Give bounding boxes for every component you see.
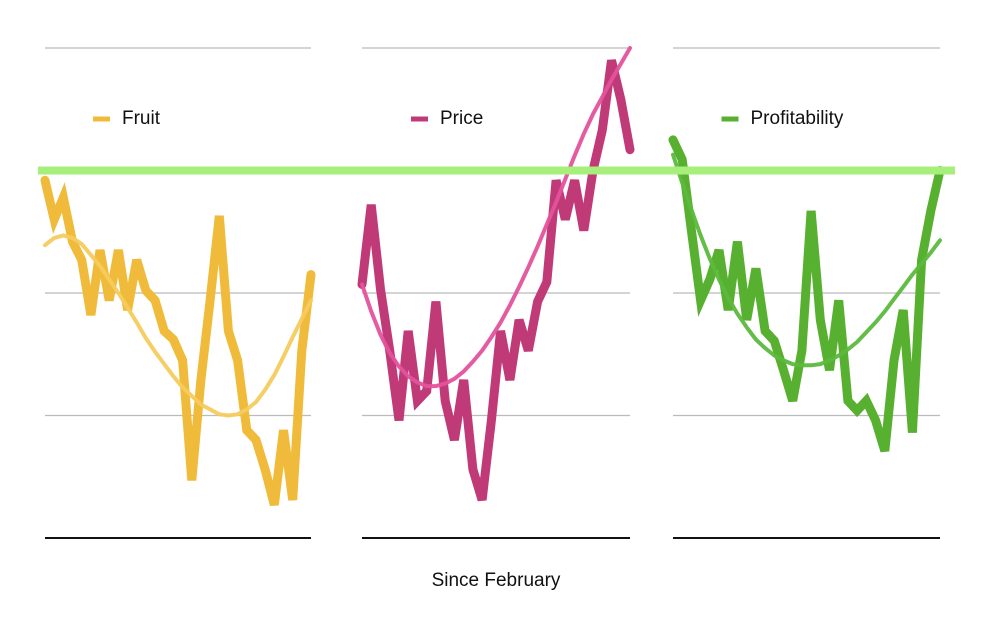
trend-line: [43, 233, 313, 418]
legend-label: Price: [440, 108, 483, 129]
trend-line: [360, 46, 632, 389]
data-line: [40, 175, 316, 507]
legend-label: Profitability: [751, 108, 844, 129]
legend-label: Fruit: [122, 108, 161, 129]
data-line: [357, 59, 635, 502]
data-line: [668, 135, 945, 453]
trend-line: [671, 152, 942, 368]
x-axis-label: Since February: [432, 570, 561, 591]
